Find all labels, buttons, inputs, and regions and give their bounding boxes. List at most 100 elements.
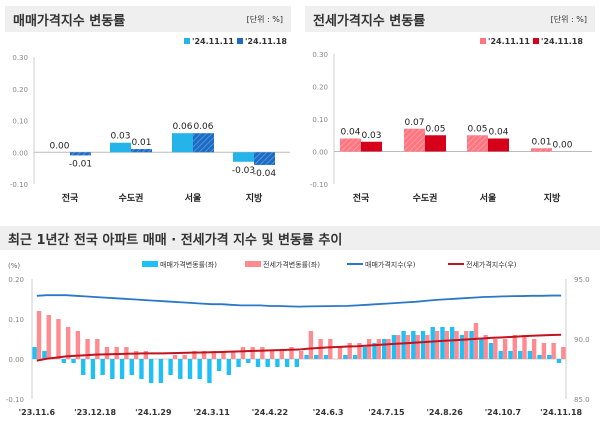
trend-legend-swatch [245,261,261,267]
jeonse-change-bar [192,351,197,359]
sale-bar-hatch [193,133,214,153]
sale-change-bar [119,359,125,379]
jeonse-bar-hatch [531,148,552,152]
sale-change-bar [110,359,115,379]
jeonse-change-bar [532,339,537,359]
sale-change-bar [61,359,66,363]
jeonse-change-bar [405,335,411,359]
sale-data-label: 0.01 [131,138,151,148]
sale-change-bar [304,355,309,359]
x-tick-label: '24.4.22 [252,408,288,417]
sale-change-bar [275,359,280,367]
jeonse-category-label: 수도권 [413,192,438,204]
trend-chart-title: 최근 1년간 전국 아파트 매매 · 전세가격 지수 및 변동률 추이 [8,232,343,248]
sale-change-bar [488,343,494,359]
x-tick-label: '24.7.15 [368,408,405,417]
jeonse-bar [425,135,446,152]
sale-change-bar [382,339,387,359]
sale-change-bar [158,359,164,383]
sale-legend-swatch [184,38,190,44]
jeonse-change-bar [299,351,304,359]
sale-change-bar [401,331,406,359]
sale-change-bar [178,359,183,379]
sale-change-bar [129,359,134,375]
sale-change-bar [100,359,105,375]
jeonse-change-bar [493,339,498,359]
sale-change-bar [391,335,397,359]
jeonse-change-bar [95,339,100,359]
sale-legend-label: '24.11.11 [192,37,234,46]
sale-change-bar [459,335,465,359]
sale-change-bar [246,359,251,363]
jeonse-change-bar [376,339,382,359]
jeonse-change-bar [172,355,178,359]
sale-change-bar [362,347,367,359]
sale-change-bar [294,359,299,367]
trend-chart-header: 최근 1년간 전국 아파트 매매 · 전세가격 지수 및 변동률 추이 [0,226,600,250]
sale-change-bar [284,359,290,367]
sale-change-bar [547,355,552,359]
jeonse-data-label: 0.05 [467,124,487,134]
sale-change-bar [168,359,173,375]
sale-change-bar [32,347,37,359]
x-tick-label: '23.11.6 [19,408,56,417]
jeonse-data-label: 0.04 [488,128,508,138]
sale-data-label: -0.01 [69,159,92,169]
sale-change-bar [139,359,144,379]
trend-legend-label: 전세가격지수(우) [466,260,517,269]
left-y-tick: 0.10 [8,316,24,324]
sale-change-bar [226,359,232,375]
jeonse-y-tick: 0.30 [312,51,328,59]
sale-bar [110,142,131,153]
sale-data-label: -0.03 [232,166,255,176]
jeonse-change-bar [318,339,323,359]
sale-data-label: 0.03 [110,132,130,142]
x-tick-label: '24.6.3 [313,408,344,417]
jeonse-data-label: 0.01 [531,137,551,147]
jeonse-change-bar [308,331,314,359]
jeonse-change-bar [444,331,450,359]
jeonse-data-label: 0.04 [340,128,360,138]
jeonse-change-bar [357,343,362,359]
right-y-tick: 85.0 [574,396,590,404]
jeonse-change-bar [133,351,139,359]
sale-change-bar [197,359,202,379]
left-y-tick: 0.20 [8,276,24,284]
jeonse-change-bar [46,315,51,359]
sale-legend-swatch [237,38,243,44]
jeonse-change-bar [551,343,556,359]
sale-change-bar [479,339,484,359]
sale-index-line [36,294,562,308]
sale-change-bar [508,351,513,359]
jeonse-change-bar [75,331,81,359]
left-y-tick: 0.00 [8,356,24,364]
jeonse-change-bar [211,351,216,359]
sale-change-bar [411,331,416,359]
jeonse-change-bar [434,331,440,359]
jeonse-change-bar [561,347,566,359]
jeonse-change-bar [337,347,343,359]
sale-bar [233,152,254,162]
trend-legend-label: 전세가격변동률(좌) [263,260,320,269]
jeonse-change-bar [231,351,236,359]
sale-y-tick: 0.10 [12,118,28,126]
sale-category-label: 전국 [62,192,79,204]
jeonse-change-bar [260,347,265,359]
left-axis-unit: (%) [8,262,20,270]
sale-category-label: 수도권 [119,192,144,204]
x-tick-label: '24.10.7 [485,408,521,417]
sale-change-bar [71,359,76,363]
jeonse-y-tick: 0.10 [312,116,328,124]
sale-legend-label: '24.11.18 [245,37,287,46]
jeonse-category-label: 전국 [353,192,370,204]
jeonse-change-bar [415,335,420,359]
sale-change-bar [498,351,503,359]
jeonse-change-bar [279,351,284,359]
jeonse-legend-swatch [480,38,486,44]
jeonse-chart-title: 전세가격지수 변동률 [313,13,426,29]
sale-data-label: -0.04 [253,169,277,179]
jeonse-change-bar [483,335,488,359]
jeonse-change-bar [328,339,333,359]
sale-change-bar [216,359,222,371]
